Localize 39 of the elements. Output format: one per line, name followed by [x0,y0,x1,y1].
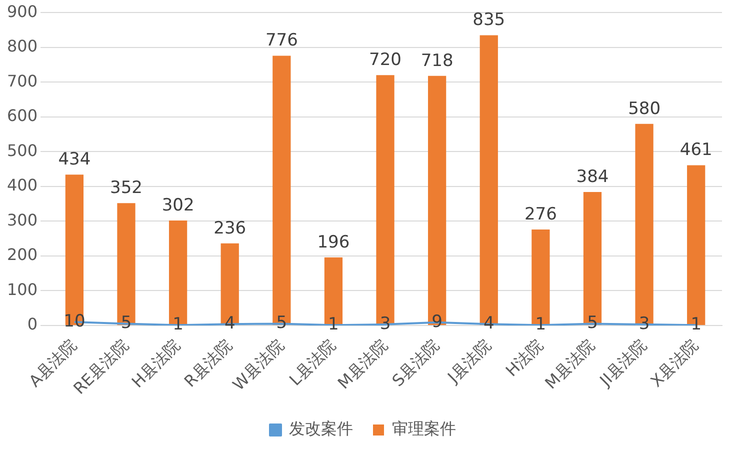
data-label: 720 [369,50,402,70]
data-label: 3 [638,314,650,334]
legend-label: 审理案件 [392,419,456,438]
y-tick-label: 700 [6,71,38,90]
y-tick-label: 500 [6,140,38,160]
data-label: 776 [265,30,298,51]
y-tick-label: 300 [6,210,38,230]
data-label: 1 [328,314,339,335]
data-label: 835 [472,10,506,30]
data-label: 352 [110,178,142,198]
y-tick-label: 800 [6,36,38,56]
data-label: 718 [420,50,454,71]
y-tick-label: 600 [6,106,38,126]
data-label: 384 [576,166,609,187]
data-label: 434 [58,150,91,170]
data-label: 5 [276,313,288,334]
y-tick-label: 0 [27,314,38,334]
x-tick-label: H法院 [502,336,546,380]
data-label: 236 [214,218,246,238]
y-tick-label: 900 [6,2,38,21]
x-tick-label: J县法院 [443,336,495,388]
data-label: 276 [524,204,557,224]
y-tick-label: 400 [6,176,38,195]
data-label: 1 [172,314,184,335]
y-tick-label: 200 [6,245,38,264]
y-tick-label: 100 [6,280,38,299]
data-label: 302 [162,195,194,216]
data-label: 461 [680,140,712,160]
data-label: 196 [317,232,350,252]
data-label: 3 [380,314,391,334]
data-label: 5 [120,313,132,334]
legend-label: 发改案件 [289,419,353,438]
x-tick-label: S县法院 [388,336,443,390]
bar [65,174,84,325]
data-label: 580 [628,98,661,119]
data-label: 5 [587,313,598,334]
data-label: 1 [535,314,546,335]
data-label: 4 [483,314,494,334]
data-label: 4 [224,314,236,334]
